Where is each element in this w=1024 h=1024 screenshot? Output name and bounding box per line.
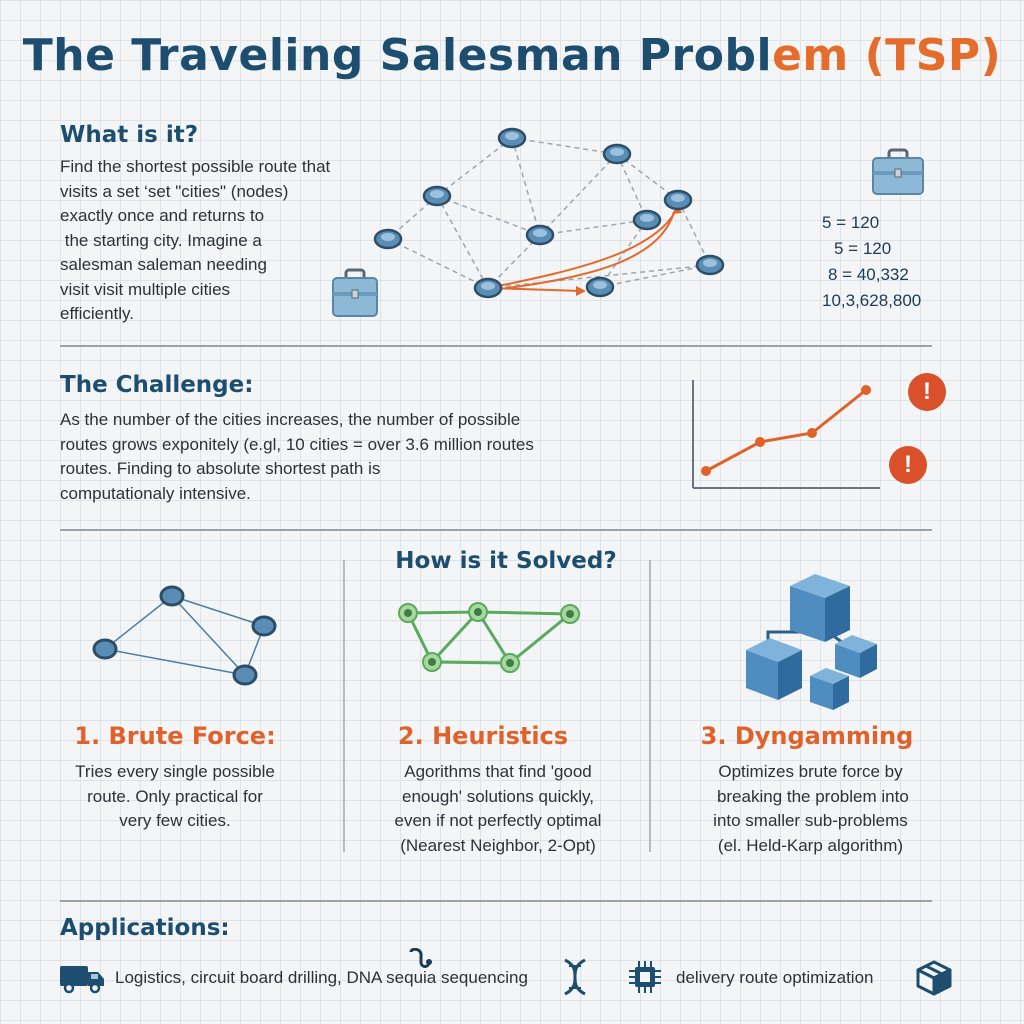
route-count-1: 5 = 120	[822, 213, 880, 232]
description-line: Agorithms that find 'good	[404, 762, 592, 781]
page-title: The Traveling Salesman Problem (TSP)	[0, 30, 1024, 81]
brute-force-graph	[92, 585, 277, 686]
map-pin-icon	[409, 948, 432, 968]
what-line: the starting city. Imagine a	[60, 230, 262, 250]
briefcase-icon	[332, 268, 378, 317]
cube-small-bottom	[810, 668, 849, 710]
applications-text-2: delivery route optimization	[676, 968, 874, 987]
truck-icon	[60, 966, 104, 994]
brute-force-title: 1. Brute Force:	[74, 722, 276, 750]
applications-heading: Applications:	[60, 915, 230, 941]
title-accent: em (TSP)	[772, 30, 1002, 81]
cube-large	[790, 574, 850, 642]
challenge-line: As the number of the cities increases, t…	[60, 410, 521, 429]
solved-heading: How is it Solved?	[395, 548, 617, 574]
what-line: efficiently.	[60, 304, 135, 323]
challenge-line: routes grows exponitely (e.gl, 10 cities…	[60, 434, 534, 454]
brute-force-description: Tries every single possible route. Only …	[40, 760, 310, 834]
description-line: very few cities.	[119, 811, 231, 830]
description-line: (el. Held-Karp algorithm)	[717, 835, 904, 855]
chip-icon	[629, 961, 661, 993]
route-count-4: 10,3,628,800	[822, 291, 922, 310]
route-count-3: 8 = 40,332	[828, 265, 909, 284]
route-count-2: 5 = 120	[834, 239, 892, 258]
dna-icon	[564, 958, 586, 996]
what-line: exactly once and returns to	[60, 206, 265, 225]
description-line: enough' solutions quickly,	[402, 786, 594, 806]
alert-icon: !	[889, 446, 927, 484]
growth-line-graph	[692, 380, 880, 489]
dynamic-programming-description: Optimizes brute force by breaking the pr…	[668, 760, 953, 858]
subproblem-cubes-icon	[746, 574, 877, 710]
what-line: visits a set ‘set "cities" (nodes)	[60, 181, 289, 201]
title-main: The Traveling Salesman Probl	[22, 30, 773, 81]
cube-small-right	[835, 635, 877, 678]
description-line: into smaller sub-problems	[713, 811, 908, 830]
description-line: breaking the problem into	[712, 786, 909, 806]
dynamic-programming-title: 3. Dyngamming	[700, 722, 914, 750]
description-line: Optimizes brute force by	[718, 762, 903, 781]
section-divider	[60, 345, 932, 347]
column-divider	[649, 560, 651, 852]
description-line: route. Only practical for	[87, 786, 263, 806]
applications-text: Logistics, circuit board drilling, DNA s…	[115, 968, 528, 987]
what-is-it-text: Find the shortest possible route that vi…	[60, 155, 380, 327]
challenge-heading: The Challenge:	[60, 372, 254, 398]
challenge-line: routes. Finding to absolute shortest pat…	[60, 459, 381, 478]
what-is-it-heading: What is it?	[60, 122, 199, 148]
alert-icon: !	[908, 373, 946, 411]
cube-left	[746, 638, 802, 700]
column-divider	[343, 560, 345, 852]
challenge-text: As the number of the cities increases, t…	[60, 408, 620, 506]
description-line: (Nearest Neighbor, 2-Opt)	[400, 835, 596, 855]
section-divider	[60, 900, 932, 902]
description-line: Tries every single possible	[75, 762, 275, 781]
description-line: even if not perfectly optimal	[394, 811, 602, 830]
challenge-line: computationaly intensive.	[60, 483, 251, 503]
heuristics-title: 2. Heuristics	[397, 722, 569, 750]
briefcase-icon	[872, 148, 924, 195]
what-line: Find the shortest possible route that	[60, 157, 331, 176]
heuristics-graph	[398, 602, 580, 673]
section-divider	[60, 529, 932, 531]
what-line: visit visit multiple cities	[60, 279, 231, 299]
package-icon	[916, 960, 952, 996]
heuristics-description: Agorithms that find 'good enough' soluti…	[352, 760, 644, 858]
city-network-graph	[373, 127, 725, 299]
what-line: salesman saleman needing	[60, 255, 267, 274]
